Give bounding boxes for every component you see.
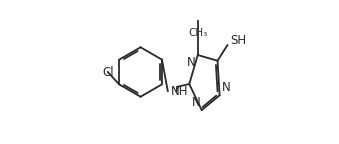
- Text: Cl: Cl: [103, 66, 115, 78]
- Text: SH: SH: [230, 34, 246, 47]
- Text: NH: NH: [171, 85, 188, 98]
- Text: N: N: [222, 81, 231, 94]
- Text: N: N: [187, 56, 196, 69]
- Text: CH₃: CH₃: [188, 28, 207, 38]
- Text: N: N: [192, 96, 200, 109]
